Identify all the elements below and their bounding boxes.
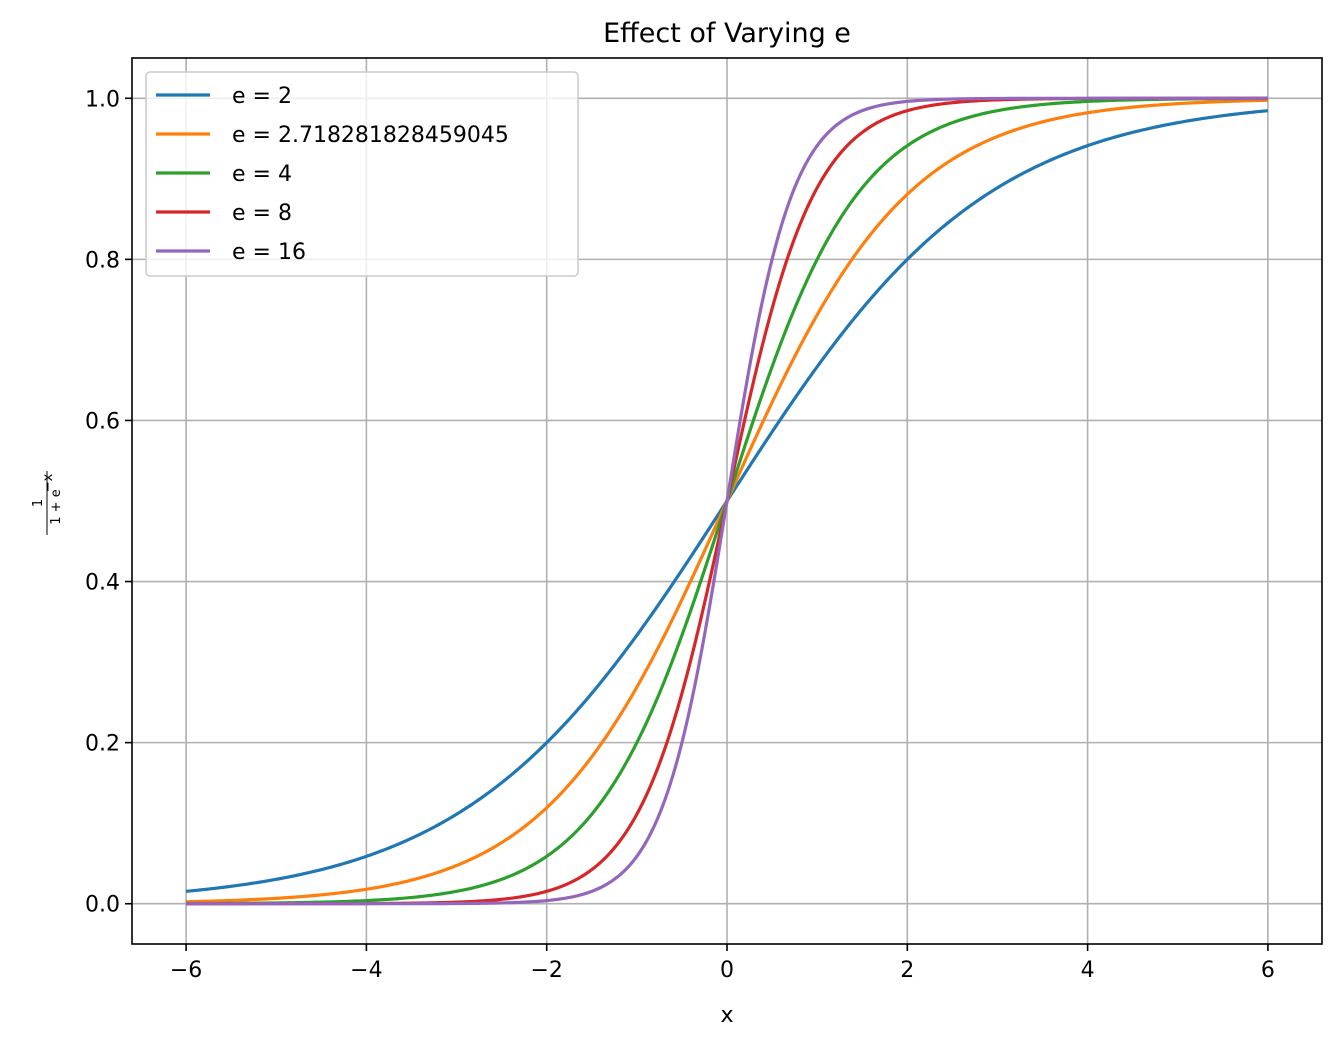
y-tick-label: 0.4 — [85, 571, 120, 596]
y-tick-label: 0.0 — [85, 893, 120, 918]
x-tick-label: −6 — [170, 958, 202, 983]
y-axis-label-exponent: −x — [41, 473, 56, 492]
y-tick-label: 0.2 — [85, 732, 120, 757]
legend-label-1: e = 2 — [232, 84, 292, 109]
y-tick-label: 1.0 — [85, 87, 120, 112]
legend-label-2: e = 2.718281828459045 — [232, 123, 509, 148]
legend: e = 2 e = 2.718281828459045 e = 4 e = 8 e = … — [145, 71, 579, 277]
x-tick-label: −2 — [530, 958, 562, 983]
x-tick-label: 4 — [1081, 958, 1095, 983]
chart-title: Effect of Varying e — [603, 18, 851, 49]
series-lines — [185, 96, 1269, 906]
series-line-5 — [186, 96, 1268, 906]
x-tick-label: −4 — [350, 958, 382, 983]
x-tick-label: 6 — [1261, 958, 1275, 983]
y-axis-label-denominator: 1 + e — [49, 489, 64, 524]
legend-label-3: e = 4 — [232, 162, 292, 187]
y-axis-label-numerator: 1 — [31, 499, 46, 507]
y-tick-label: 0.8 — [85, 248, 120, 273]
legend-label-4: e = 8 — [232, 201, 292, 226]
x-axis-ticks: −6 −4 −2 0 2 4 6 — [170, 944, 1275, 983]
y-axis-label: 1 1 + e −x — [31, 471, 64, 535]
legend-box — [145, 71, 579, 277]
legend-label-5: e = 16 — [232, 240, 306, 265]
x-tick-label: 2 — [900, 958, 914, 983]
y-axis-ticks: 0.0 0.2 0.4 0.6 0.8 1.0 — [85, 87, 132, 918]
y-tick-label: 0.6 — [85, 409, 120, 434]
x-axis-label: x — [720, 1003, 733, 1028]
x-tick-label: 0 — [720, 958, 734, 983]
